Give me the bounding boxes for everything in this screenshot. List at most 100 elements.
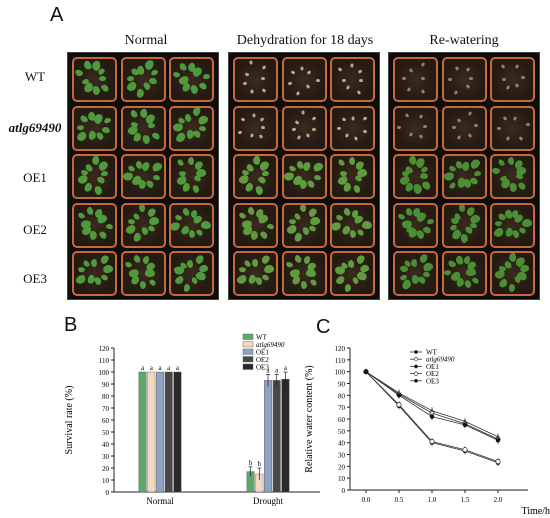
plant-leaf — [172, 123, 184, 133]
plant-leaf — [145, 179, 155, 190]
pot — [169, 251, 214, 296]
pot — [169, 154, 214, 199]
plant-leaf — [251, 230, 259, 240]
plant-leaf — [411, 274, 420, 285]
legend-marker — [414, 379, 418, 383]
data-point — [495, 438, 501, 443]
plant-leaf — [76, 130, 89, 144]
plant-leaf — [332, 221, 343, 232]
plant-leaf — [187, 156, 194, 166]
plant-leaf — [361, 220, 373, 230]
plant-leaf — [418, 113, 423, 119]
column-title-normal: Normal — [124, 33, 168, 48]
y-tick-label: 10 — [338, 475, 346, 483]
plant-leaf — [258, 229, 269, 240]
row-label-oe1: OE1 — [23, 170, 47, 185]
plant-leaf — [81, 60, 93, 72]
x-category-label: Normal — [146, 496, 174, 506]
plant-leaf — [150, 130, 161, 141]
plant-leaf — [254, 184, 264, 196]
pot — [490, 202, 535, 248]
row-label-wt: WT — [24, 69, 46, 84]
plant-leaf — [139, 204, 146, 212]
plant-leaf — [171, 221, 182, 232]
plant-leaf — [422, 124, 428, 129]
plant-leaf — [453, 90, 459, 96]
plant-leaf — [91, 156, 99, 165]
plant-leaf — [174, 131, 188, 144]
plant-leaf — [348, 156, 355, 166]
y-tick-label: 110 — [335, 357, 346, 365]
significance-letter: a — [167, 364, 171, 372]
pot — [233, 154, 278, 199]
pot — [72, 154, 117, 199]
plant-leaf — [316, 78, 321, 82]
plant-leaf — [143, 59, 155, 71]
plant-leaf — [461, 161, 470, 171]
plant-leaf — [341, 116, 347, 122]
y-tick-label: 60 — [338, 416, 346, 424]
plant-leaf — [247, 274, 257, 285]
bar — [138, 371, 147, 493]
plant-leaf — [401, 76, 407, 81]
plant-leaf — [266, 223, 275, 231]
plant-leaf — [252, 156, 260, 165]
plant-leaf — [100, 274, 109, 282]
y-tick-label: 20 — [102, 465, 110, 473]
plant-leaf — [181, 207, 191, 218]
plant-leaf — [505, 135, 510, 141]
plant-leaf — [259, 253, 271, 266]
plant-leaf — [494, 221, 502, 227]
pot — [281, 105, 327, 151]
y-tick-label: 60 — [102, 417, 110, 425]
plant-leaf — [92, 85, 101, 96]
plant-leaf — [341, 78, 347, 83]
pot — [393, 105, 438, 151]
plant-leaf — [443, 172, 455, 182]
pot — [120, 57, 166, 102]
plant-leaf — [345, 85, 351, 91]
plant-leaf — [263, 264, 275, 274]
plant-leaf — [351, 115, 355, 121]
plant-leaf — [410, 258, 418, 268]
plant-leaf — [96, 175, 107, 185]
x-tick-label: 0.5 — [395, 496, 404, 504]
plant-leaf — [498, 277, 509, 289]
plant-leaf — [139, 280, 147, 290]
plant-leaf — [408, 132, 414, 138]
photo-normal — [67, 52, 219, 300]
plant-leaf — [189, 84, 199, 95]
pot — [281, 154, 327, 199]
x-tick-label: 1.5 — [461, 496, 470, 504]
pot — [72, 57, 117, 102]
panel-b-letter: B — [64, 314, 78, 336]
plant-leaf — [447, 77, 452, 81]
plant-leaf — [467, 133, 473, 139]
plant-leaf — [296, 135, 301, 141]
data-point — [429, 414, 435, 419]
significance-letter: a — [176, 364, 180, 372]
plant-leaf — [342, 207, 352, 218]
plant-leaf — [141, 134, 151, 146]
plant-leaf — [85, 206, 95, 216]
legend-label: OE3 — [256, 364, 269, 372]
plant-leaf — [261, 87, 267, 93]
plant-leaf — [258, 133, 264, 139]
plant-leaf — [176, 158, 185, 168]
plant-leaf — [337, 66, 343, 72]
plant-leaf — [98, 253, 110, 266]
legend-label: atlg69490 — [256, 341, 285, 349]
row-label-atlg69490: atlg69490 — [8, 120, 62, 135]
plant-leaf — [132, 254, 142, 265]
y-tick-label: 100 — [99, 369, 110, 377]
bar — [264, 380, 272, 493]
plant-leaf — [293, 254, 303, 265]
pot — [233, 251, 278, 296]
pot — [169, 105, 214, 151]
x-tick-label: 0.0 — [362, 496, 371, 504]
plant-leaf — [172, 70, 181, 78]
plant-leaf — [399, 265, 409, 274]
plant-leaf — [300, 66, 305, 71]
plant-leaf — [200, 220, 212, 230]
legend-swatch — [242, 356, 254, 363]
